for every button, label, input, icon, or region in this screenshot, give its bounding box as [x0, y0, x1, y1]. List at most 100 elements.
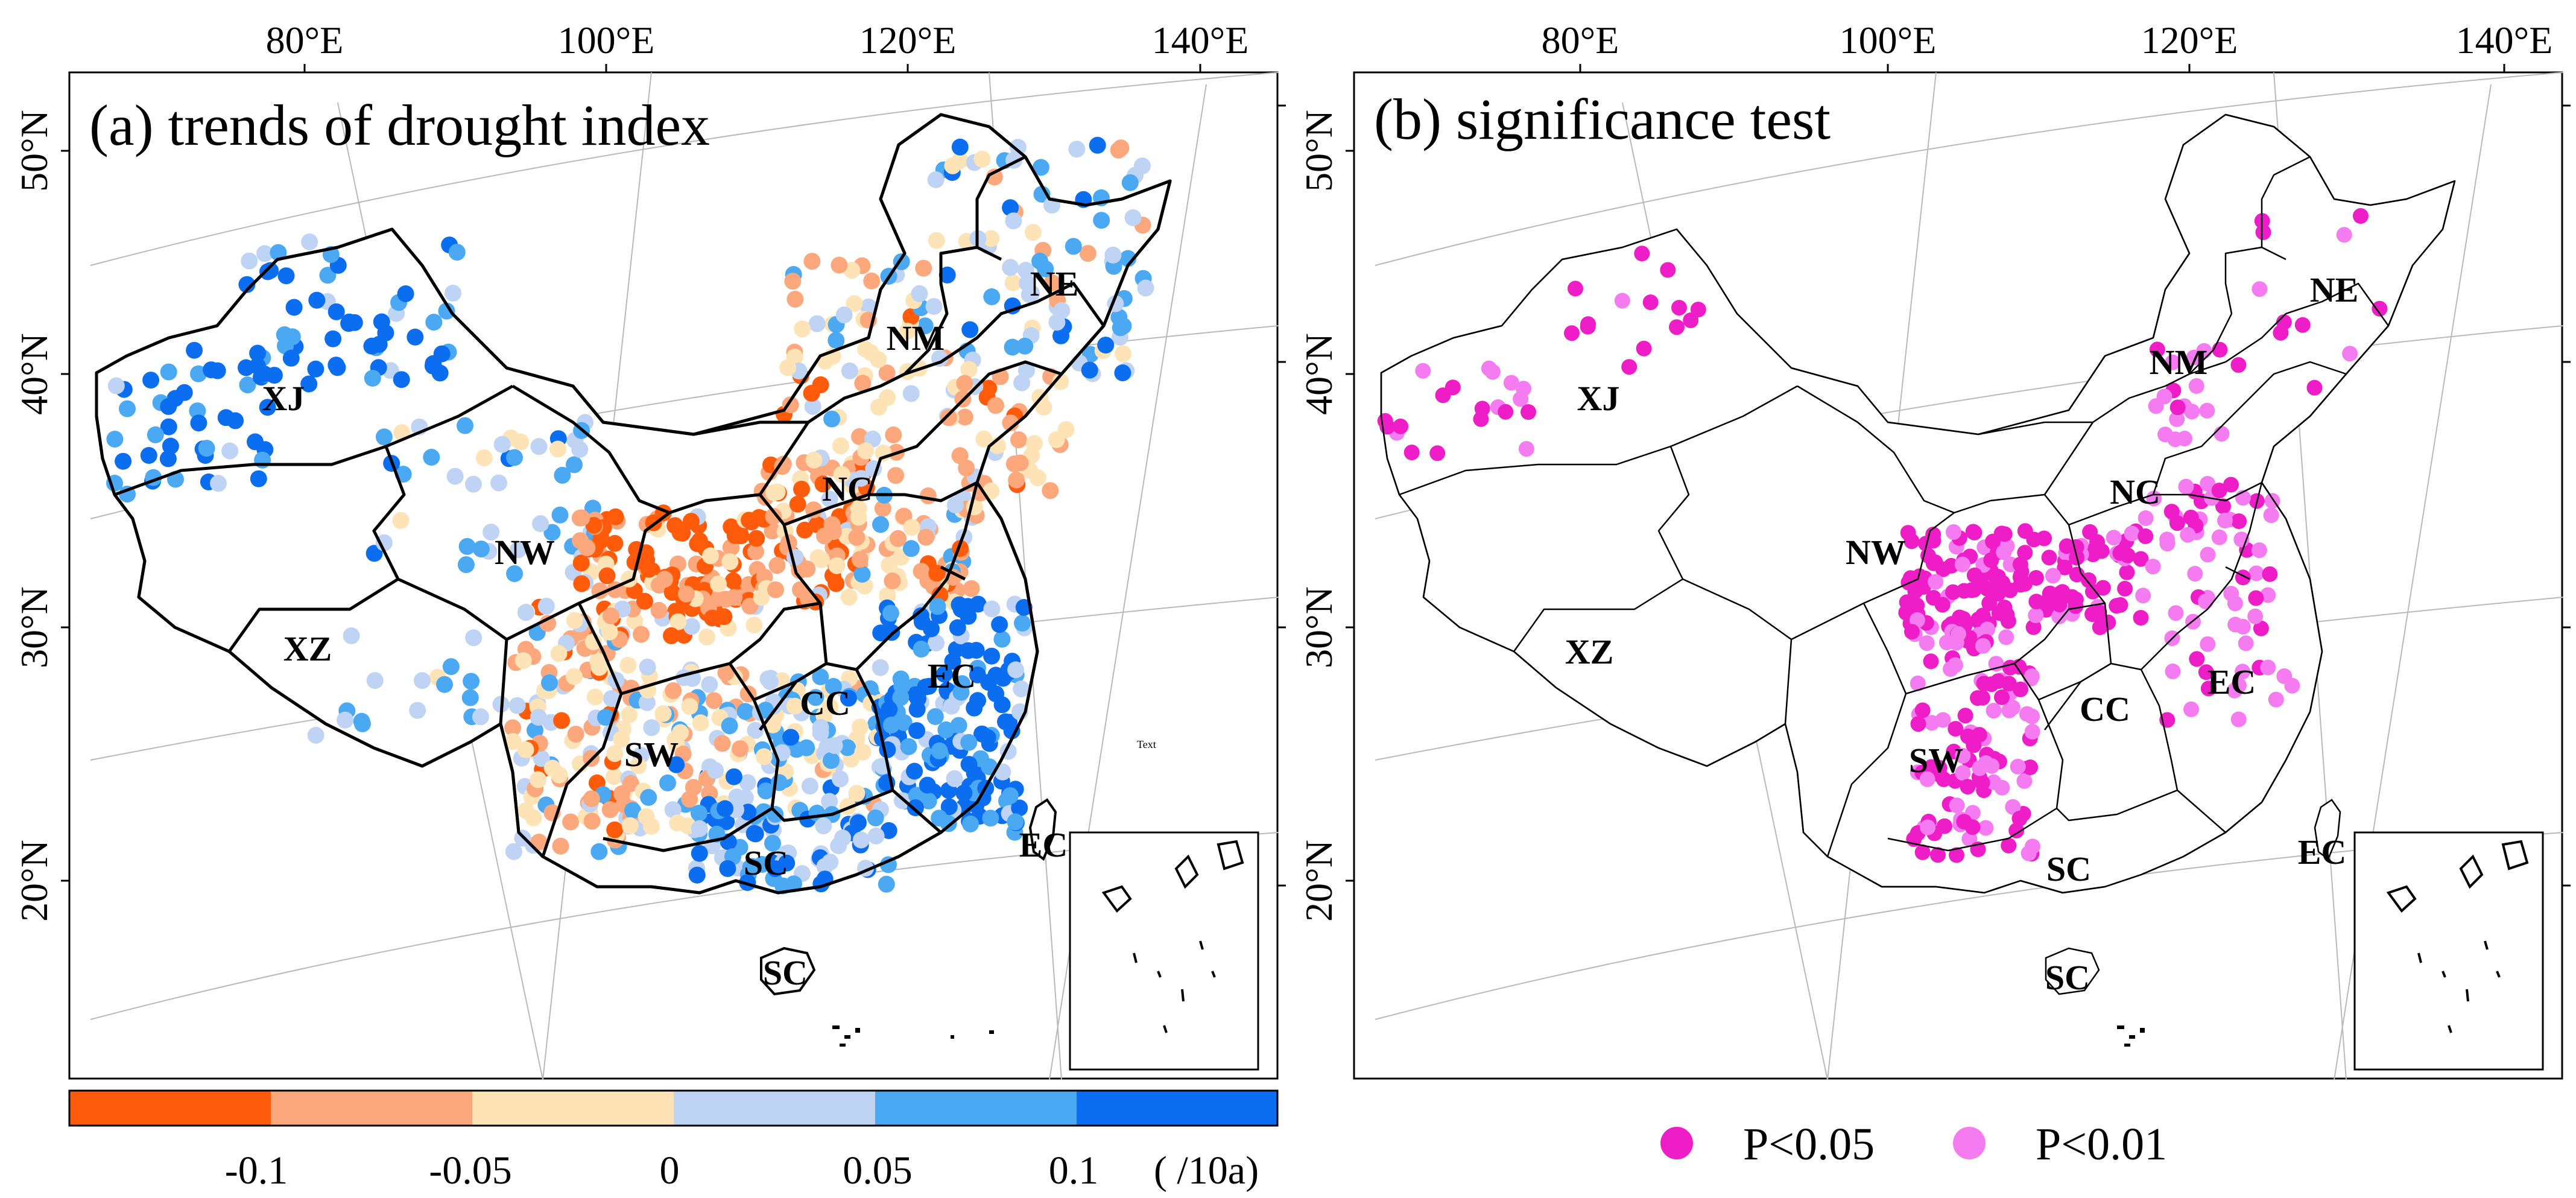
station-dot	[493, 436, 511, 453]
station-dot	[807, 689, 824, 706]
station-dot	[2093, 543, 2110, 559]
station-dot	[1445, 379, 1461, 396]
colorbar-segment-5	[875, 1091, 1077, 1126]
station-dot	[1568, 280, 1583, 297]
region-label-ec-taiwan-b: EC	[2298, 832, 2347, 872]
station-dot	[2001, 676, 2017, 692]
station-dot	[882, 717, 900, 734]
station-dot	[282, 349, 300, 367]
station-dot	[1052, 373, 1069, 390]
station-dot	[2230, 711, 2247, 727]
station-dot	[2223, 477, 2239, 493]
station-dot	[2342, 346, 2358, 362]
station-dot	[1393, 418, 1409, 434]
station-dot	[707, 762, 724, 779]
region-labels-b: XJ NW XZ SW NM NE NC CC EC SC EC SC	[1565, 270, 2359, 997]
station-dot	[822, 752, 840, 769]
panel-title-a: (a) trends of drought index	[89, 93, 710, 157]
station-dot	[832, 437, 849, 455]
station-dot	[1104, 246, 1122, 264]
station-dot	[2255, 224, 2271, 240]
station-dot	[2211, 529, 2227, 545]
station-dot	[885, 426, 902, 443]
station-dot	[1043, 274, 1061, 291]
station-dot	[532, 515, 549, 533]
station-dot	[1001, 787, 1019, 804]
station-dot	[1634, 246, 1650, 262]
station-dot	[691, 820, 708, 837]
station-dot	[2041, 550, 2057, 566]
station-dot	[2198, 664, 2214, 680]
station-dot	[423, 449, 440, 466]
station-dot	[307, 726, 324, 744]
station-dot	[946, 770, 963, 787]
station-dot	[862, 344, 879, 361]
station-dot	[2165, 354, 2181, 370]
station-dot	[908, 787, 925, 804]
station-dot	[2112, 545, 2128, 561]
station-dot	[1934, 597, 1951, 613]
station-dot	[685, 779, 702, 796]
station-dot	[510, 541, 527, 559]
colorbar-label-2: -0.05	[429, 1149, 511, 1193]
station-dot	[828, 575, 845, 592]
station-dot	[340, 315, 358, 332]
station-dot	[878, 364, 896, 382]
station-dot	[2180, 527, 2196, 543]
station-dot	[665, 682, 682, 699]
station-dot	[803, 385, 820, 402]
station-dot	[366, 545, 383, 562]
station-dot	[567, 726, 584, 743]
station-dot	[1035, 398, 1052, 416]
station-dot	[961, 321, 979, 338]
south-sea-islands-b	[2117, 1025, 2145, 1047]
significant-stations	[1377, 208, 2388, 863]
station-dot	[2001, 837, 2017, 854]
station-dot	[1986, 703, 2002, 719]
station-dot	[603, 690, 620, 707]
station-dot	[277, 267, 295, 285]
station-dot	[828, 332, 845, 349]
panel-a: Text (a) trends of drought index XJ NW X…	[13, 19, 1286, 1193]
station-dot	[721, 553, 739, 571]
station-dot	[160, 398, 177, 415]
station-dot	[2188, 378, 2204, 394]
station-dot	[573, 575, 590, 592]
station-dot	[583, 790, 600, 808]
station-dot	[1660, 262, 1676, 278]
station-dot	[1994, 689, 2010, 705]
station-dot	[606, 745, 624, 762]
station-dot	[457, 556, 475, 574]
station-dot	[505, 843, 522, 860]
station-dot	[917, 528, 935, 546]
station-dot	[908, 722, 926, 740]
station-dot	[160, 418, 177, 436]
station-dot	[640, 788, 657, 806]
station-dot	[1914, 844, 1931, 860]
station-dot	[2235, 569, 2251, 586]
station-dot	[162, 437, 179, 455]
station-dot	[457, 417, 473, 434]
station-dot	[654, 705, 672, 722]
station-dot	[2214, 426, 2230, 442]
station-dot	[285, 299, 303, 316]
legend-label-p005: P<0.05	[1743, 1119, 1875, 1170]
station-dot	[409, 702, 426, 719]
station-dot	[848, 529, 866, 546]
station-dot	[425, 355, 442, 372]
station-dot	[397, 285, 414, 302]
station-dot	[786, 291, 804, 308]
station-dot	[221, 442, 239, 460]
station-dot	[719, 860, 736, 877]
station-dot	[619, 656, 637, 674]
station-dot	[1032, 159, 1049, 176]
station-dot	[1110, 141, 1127, 159]
station-dot	[2016, 773, 2033, 789]
region-label-ec-taiwan: EC	[1019, 825, 1068, 864]
station-dot	[598, 567, 616, 585]
station-dot	[1474, 401, 1490, 417]
region-label-cc-b: CC	[2080, 689, 2130, 729]
station-dot	[1048, 431, 1065, 448]
region-label-nw: NW	[495, 533, 555, 572]
